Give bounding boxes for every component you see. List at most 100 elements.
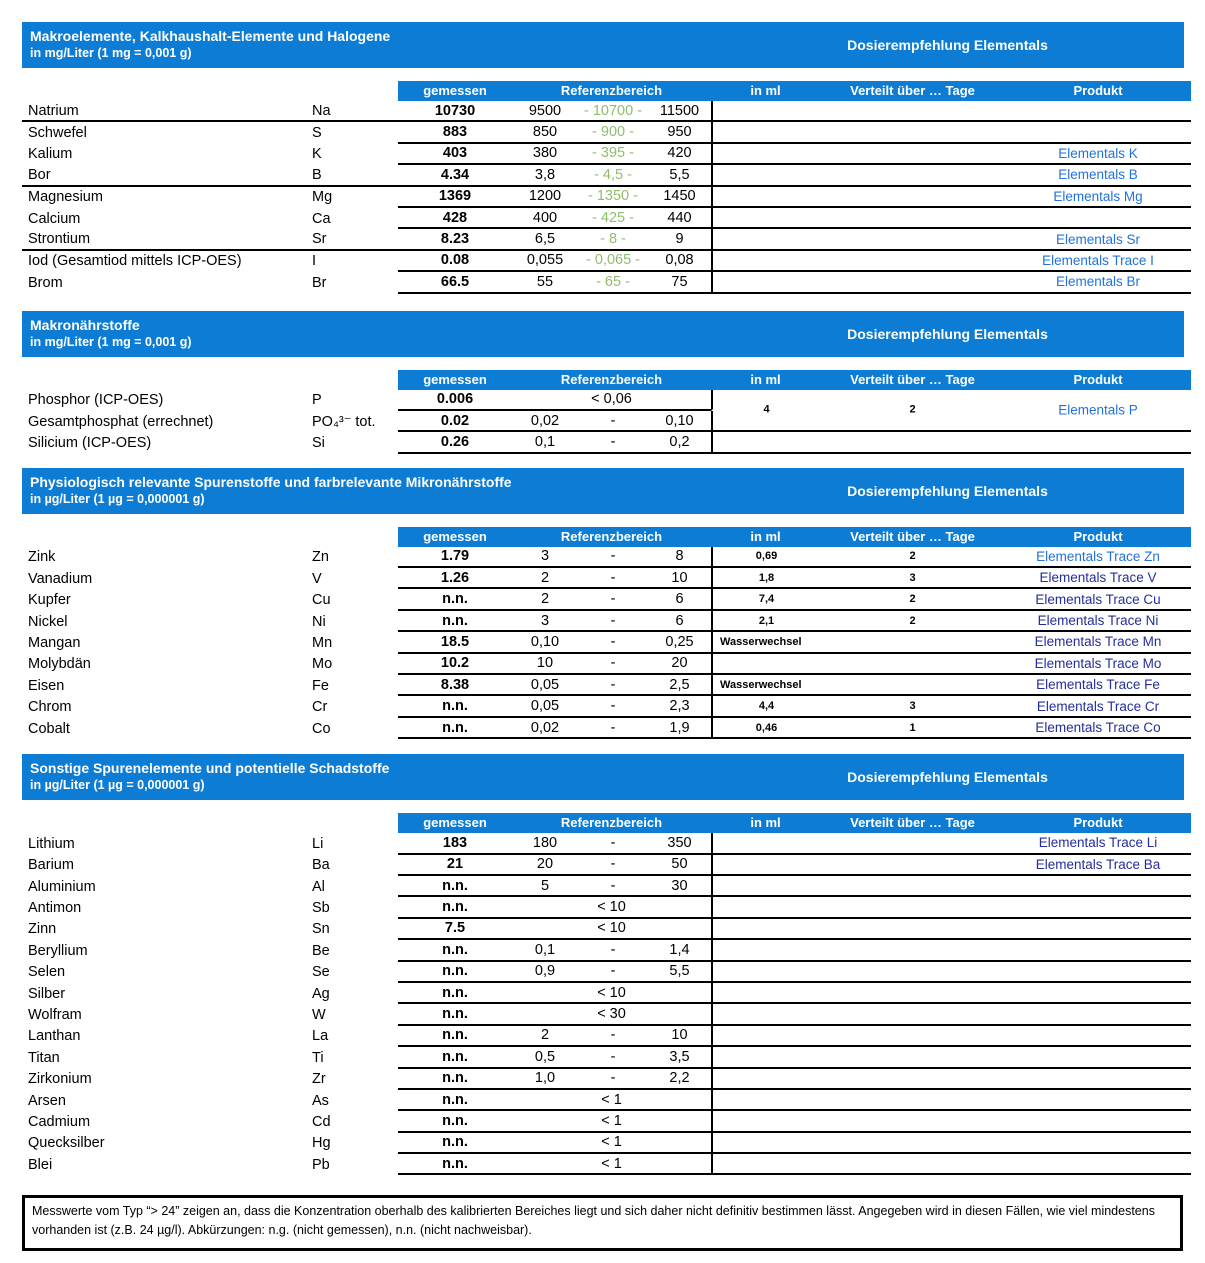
- reference-min: 0,02: [530, 719, 560, 736]
- element-name: Kupfer: [28, 592, 71, 609]
- product-link[interactable]: Elementals Trace Cr: [1036, 698, 1160, 714]
- product-link[interactable]: Elementals K: [1058, 145, 1138, 161]
- table-row: Magnesium Mg 1369 1200 - 1350 - 1450 Elemental…: [22, 186, 1191, 208]
- element-name: Magnesium: [28, 189, 103, 206]
- reference-mid: -: [610, 963, 616, 980]
- measured-reference-area: 10730 9500 - 10700 - 11500: [398, 101, 711, 123]
- reference-min: 0,055: [526, 252, 564, 269]
- measured-reference-area: n.n. < 1: [398, 1090, 711, 1112]
- measured-reference-area: n.n. < 1: [398, 1154, 711, 1176]
- dosing-area: [711, 207, 1191, 230]
- reference-min: 6,5: [534, 231, 556, 248]
- table-row: Phosphor (ICP-OES) P 0.006 < 0,06 4 2 Elementa…: [22, 389, 1191, 418]
- element-name: Phosphor (ICP-OES): [28, 392, 164, 409]
- measured-reference-area: n.n. 2 - 10: [398, 1026, 711, 1048]
- measured-value: n.n.: [442, 963, 468, 980]
- col-verteilt-tage: Verteilt über … Tage: [850, 371, 975, 387]
- product-link[interactable]: Elementals Trace V: [1039, 570, 1157, 586]
- element-symbol: Cu: [312, 592, 331, 609]
- product-link[interactable]: Elementals Trace Mo: [1034, 655, 1162, 671]
- dose-ml-value: Wasserwechsel: [720, 678, 802, 691]
- reference-max: 3,5: [669, 1048, 690, 1065]
- reference-mid: -: [610, 941, 616, 958]
- measured-reference-area: n.n. 0,02 - 1,9: [398, 718, 711, 740]
- dosing-area: [711, 1132, 1191, 1155]
- dosing-area: [711, 918, 1191, 941]
- table-row: Iod (Gesamtiod mittels ICP-OES) I 0.08 0,05…: [22, 250, 1191, 273]
- sections-root: Makroelemente, Kalkhaushalt-Elemente und…: [0, 22, 1205, 1176]
- section-title: Makroelemente, Kalkhaushalt-Elemente und…: [30, 28, 391, 44]
- measured-reference-area: n.n. < 30: [398, 1004, 711, 1026]
- measured-reference-area: 403 380 - 395 - 420: [398, 144, 711, 166]
- product-link[interactable]: Elementals Trace Ni: [1037, 613, 1159, 629]
- col-referenzbereich: Referenzbereich: [560, 528, 663, 544]
- dosing-area: [711, 875, 1191, 898]
- element-name: Kalium: [28, 146, 73, 163]
- measured-reference-area: n.n. 0,9 - 5,5: [398, 962, 711, 983]
- element-symbol: Ca: [312, 210, 331, 227]
- measured-value: 0.26: [440, 433, 470, 450]
- element-name: Zinn: [28, 921, 57, 938]
- table-row: Zinn Sn 7.5 < 10: [22, 918, 1191, 941]
- product-link[interactable]: Elementals B: [1058, 167, 1138, 183]
- dose-days-value: 2: [909, 593, 916, 606]
- product-link[interactable]: Elementals Trace Cu: [1035, 591, 1161, 607]
- measured-value: 183: [442, 834, 468, 851]
- section-title: Makronährstoffe: [30, 316, 140, 333]
- product-link[interactable]: Elementals Trace Co: [1035, 720, 1161, 735]
- measured-value: 403: [442, 145, 468, 162]
- reference-mid: -: [610, 1048, 616, 1065]
- measured-value: n.n.: [442, 1027, 468, 1044]
- reference-mid: - 65 -: [596, 273, 630, 290]
- measured-reference-area: 883 850 - 900 - 950: [398, 122, 711, 144]
- product-link[interactable]: Elementals Trace I: [1042, 252, 1154, 268]
- table-row: Cadmium Cd n.n. < 1: [22, 1111, 1191, 1133]
- element-name: Wolfram: [28, 1007, 82, 1024]
- table-row: Nickel Ni n.n. 3 - 6 2,1 2 Elementals Trace Ni: [22, 610, 1191, 633]
- reference-max: 950: [667, 124, 692, 141]
- product-link[interactable]: Elementals Trace Li: [1038, 835, 1158, 851]
- reference-max: 10: [671, 569, 688, 586]
- measured-reference-area: 0.08 0,055 - 0,065 - 0,08: [398, 251, 711, 273]
- dosing-recommendation-header: Dosierempfehlung Elementals: [847, 769, 1048, 786]
- element-name-area: Lithium Li: [22, 833, 398, 854]
- table-row: Schwefel S 883 850 - 900 - 950: [22, 122, 1191, 144]
- element-name: Zirkonium: [28, 1071, 92, 1088]
- element-name-area: Zirkonium Zr: [22, 1069, 398, 1090]
- reference-mid: -: [610, 433, 616, 450]
- dose-ml-value: Wasserwechsel: [720, 635, 802, 648]
- product-link[interactable]: Elementals Trace Fe: [1036, 677, 1160, 693]
- product-link[interactable]: Elementals Sr: [1055, 231, 1141, 247]
- product-link[interactable]: Elementals Br: [1055, 274, 1141, 290]
- element-name-area: Antimon Sb: [22, 897, 398, 918]
- element-symbol: Hg: [312, 1135, 331, 1152]
- reference-min: 2: [540, 1027, 550, 1044]
- reference-max: 9: [675, 231, 684, 248]
- section-header-bar: Makroelemente, Kalkhaushalt-Elemente und…: [22, 22, 1184, 68]
- element-name: Lanthan: [28, 1028, 81, 1045]
- element-name: Cadmium: [28, 1113, 91, 1130]
- product-link[interactable]: Elementals Trace Mn: [1034, 634, 1162, 650]
- product-link[interactable]: Elementals Mg: [1053, 188, 1143, 204]
- dosing-area: Elementals Trace Li: [711, 833, 1191, 855]
- reference-min: 3: [540, 612, 550, 629]
- measured-value: 10730: [434, 102, 476, 119]
- reference-mid: - 900 -: [592, 124, 634, 141]
- reference-min: 0,1: [534, 433, 556, 450]
- measured-value: 8.23: [440, 231, 470, 248]
- measured-value: n.n.: [442, 1112, 468, 1129]
- product-link[interactable]: Elementals Trace Ba: [1035, 856, 1161, 872]
- report-section: Sonstige Spurenelemente und potentielle …: [0, 754, 1205, 1176]
- dosing-area: 4 2 Elementals P: [711, 389, 1191, 418]
- product-link[interactable]: Elementals P: [1058, 402, 1138, 418]
- section-header-left: Sonstige Spurenelemente und potentielle …: [22, 754, 1184, 794]
- element-symbol: Mg: [312, 189, 333, 206]
- product-link[interactable]: Elementals Trace Zn: [1036, 548, 1160, 564]
- reference-max: 6: [675, 612, 684, 629]
- dosing-area: [711, 1004, 1191, 1026]
- element-symbol: Ni: [312, 613, 326, 630]
- element-name: Zink: [28, 549, 56, 566]
- measured-value: n.n.: [442, 899, 468, 916]
- dose-ml-value: 0,69: [755, 550, 778, 563]
- element-name-area: Zink Zn: [22, 547, 398, 568]
